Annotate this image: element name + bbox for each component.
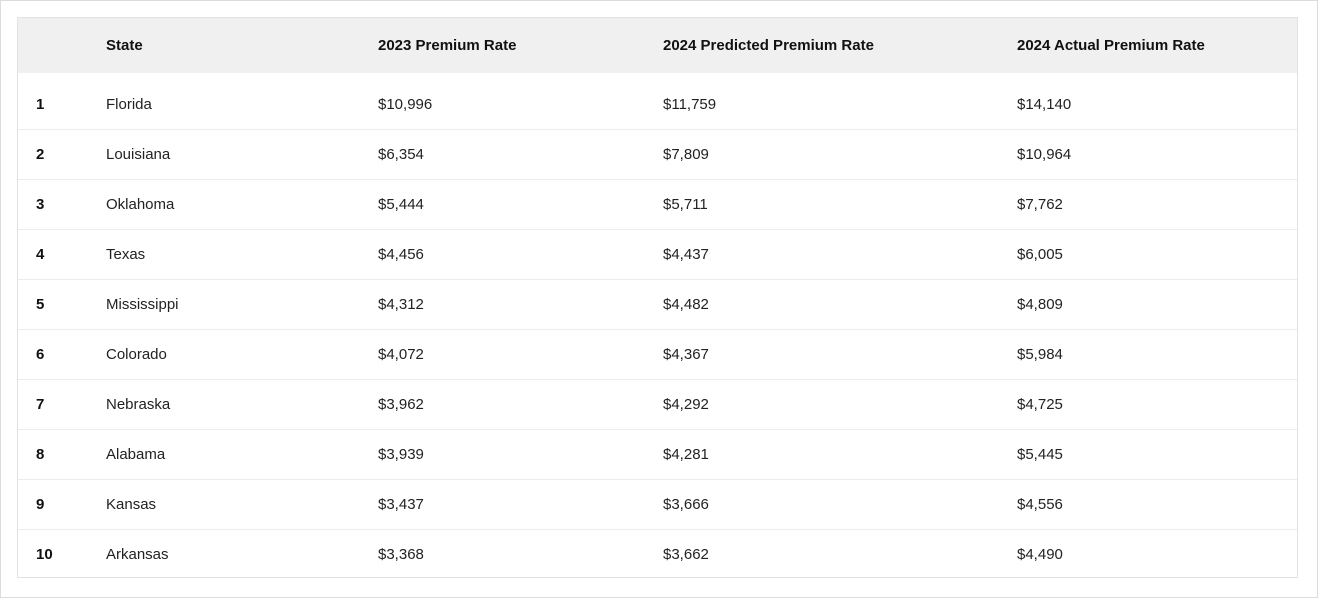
table-header: State 2023 Premium Rate 2024 Predicted P…	[18, 18, 1297, 73]
table-row: 4 Texas $4,456 $4,437 $6,005	[18, 229, 1297, 279]
rate-2023-cell: $3,368	[378, 545, 424, 563]
predicted-2024-cell: $7,809	[663, 145, 709, 163]
rank-cell: 6	[36, 345, 45, 363]
table-row: 9 Kansas $3,437 $3,666 $4,556	[18, 479, 1297, 529]
rank-cell: 10	[36, 545, 53, 563]
header-row: State 2023 Premium Rate 2024 Predicted P…	[18, 18, 1297, 73]
state-cell: Louisiana	[106, 145, 171, 163]
actual-2024-cell: $7,762	[1017, 195, 1063, 213]
header-2023-premium-rate: 2023 Premium Rate	[378, 37, 517, 54]
predicted-2024-cell: $3,662	[663, 545, 709, 563]
rank-cell: 9	[36, 495, 45, 513]
actual-2024-cell: $5,984	[1017, 345, 1063, 363]
actual-2024-cell: $6,005	[1017, 245, 1063, 263]
state-cell: Colorado	[106, 345, 167, 363]
actual-2024-cell: $4,490	[1017, 545, 1063, 563]
table-row: 2 Louisiana $6,354 $7,809 $10,964	[18, 129, 1297, 179]
rate-2023-cell: $5,444	[378, 195, 424, 213]
rank-cell: 1	[36, 96, 45, 114]
table-row: 1 Florida $10,996 $11,759 $14,140	[18, 73, 1297, 129]
predicted-2024-cell: $4,482	[663, 295, 709, 313]
state-cell: Mississippi	[106, 295, 179, 313]
predicted-2024-cell: $5,711	[663, 195, 708, 213]
rate-2023-cell: $3,437	[378, 495, 424, 513]
header-2024-actual-premium-rate: 2024 Actual Premium Rate	[1017, 37, 1205, 54]
rank-cell: 7	[36, 395, 45, 413]
header-2024-predicted-premium-rate: 2024 Predicted Premium Rate	[663, 37, 874, 54]
table-row: 6 Colorado $4,072 $4,367 $5,984	[18, 329, 1297, 379]
predicted-2024-cell: $4,292	[663, 395, 709, 413]
predicted-2024-cell: $4,437	[663, 245, 709, 263]
rate-2023-cell: $10,996	[378, 96, 433, 114]
predicted-2024-cell: $3,666	[663, 495, 709, 513]
table-row: 3 Oklahoma $5,444 $5,711 $7,762	[18, 179, 1297, 229]
table-row: 5 Mississippi $4,312 $4,482 $4,809	[18, 279, 1297, 329]
table-row: 7 Nebraska $3,962 $4,292 $4,725	[18, 379, 1297, 429]
rate-2023-cell: $6,354	[378, 145, 424, 163]
rate-2023-cell: $4,312	[378, 295, 424, 313]
rate-2023-cell: $3,962	[378, 395, 424, 413]
rank-cell: 3	[36, 195, 45, 213]
premium-rate-table: State 2023 Premium Rate 2024 Predicted P…	[18, 18, 1297, 577]
table-body: 1 Florida $10,996 $11,759 $14,140 2 Loui…	[18, 73, 1297, 577]
premium-rate-table-container: State 2023 Premium Rate 2024 Predicted P…	[17, 17, 1298, 578]
predicted-2024-cell: $4,281	[663, 445, 709, 463]
rate-2023-cell: $4,456	[378, 245, 424, 263]
state-cell: Nebraska	[106, 395, 171, 413]
state-cell: Texas	[106, 245, 146, 263]
rank-cell: 5	[36, 295, 45, 313]
rank-cell: 2	[36, 145, 45, 163]
state-cell: Florida	[106, 96, 152, 114]
header-rank	[18, 18, 106, 73]
rank-cell: 8	[36, 445, 45, 463]
actual-2024-cell: $10,964	[1017, 145, 1072, 163]
header-state: State	[106, 37, 143, 54]
state-cell: Arkansas	[106, 545, 169, 563]
actual-2024-cell: $14,140	[1017, 96, 1072, 114]
rate-2023-cell: $4,072	[378, 345, 424, 363]
table-row: 8 Alabama $3,939 $4,281 $5,445	[18, 429, 1297, 479]
actual-2024-cell: $4,556	[1017, 495, 1063, 513]
predicted-2024-cell: $4,367	[663, 345, 709, 363]
predicted-2024-cell: $11,759	[663, 96, 717, 114]
actual-2024-cell: $4,725	[1017, 395, 1063, 413]
rank-cell: 4	[36, 245, 45, 263]
state-cell: Kansas	[106, 495, 157, 513]
state-cell: Oklahoma	[106, 195, 175, 213]
rate-2023-cell: $3,939	[378, 445, 424, 463]
actual-2024-cell: $5,445	[1017, 445, 1063, 463]
state-cell: Alabama	[106, 445, 166, 463]
actual-2024-cell: $4,809	[1017, 295, 1063, 313]
table-row: 10 Arkansas $3,368 $3,662 $4,490	[18, 529, 1297, 577]
